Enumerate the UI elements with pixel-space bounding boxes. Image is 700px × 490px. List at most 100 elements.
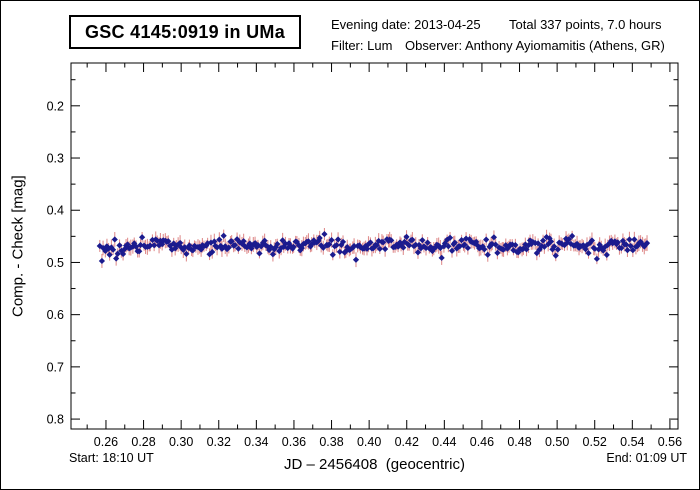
data-point-marker: [484, 251, 491, 258]
data-point-marker: [483, 236, 490, 243]
data-point-marker: [623, 241, 630, 248]
data-point-marker: [328, 236, 335, 244]
data-point-marker: [147, 242, 154, 249]
data-point-marker: [417, 245, 425, 252]
data-point-marker: [451, 239, 458, 246]
data-point-marker: [591, 245, 598, 252]
data-point-marker: [438, 254, 445, 261]
data-point-marker: [216, 236, 223, 243]
x-tick-label: 0.54: [620, 435, 644, 449]
data-point-marker: [631, 236, 638, 243]
data-point-marker: [279, 237, 286, 244]
data-point-marker: [541, 243, 548, 250]
data-point-marker: [419, 237, 426, 244]
data-point-marker: [412, 241, 419, 248]
data-point-marker: [406, 242, 413, 249]
data-point-marker: [523, 246, 530, 253]
data-point-marker: [595, 246, 602, 253]
data-point-marker: [414, 249, 422, 256]
data-point-marker: [538, 243, 545, 250]
data-point-marker: [624, 246, 631, 254]
data-point-marker: [509, 241, 516, 248]
data-point-marker: [98, 257, 106, 265]
data-point-marker: [432, 244, 439, 251]
data-point-marker: [136, 248, 143, 255]
data-point-marker: [388, 237, 395, 244]
data-point-marker: [529, 238, 536, 246]
data-point-marker: [350, 242, 358, 250]
data-point-marker: [547, 238, 555, 245]
x-tick-label: 0.42: [395, 435, 419, 449]
data-point-marker: [444, 236, 451, 243]
x-tick-label: 0.38: [319, 435, 343, 449]
data-point-marker: [619, 237, 627, 244]
data-point-marker: [440, 243, 447, 250]
object-title-box: GSC 4145:0919 in UMa: [69, 15, 301, 49]
data-point-marker: [262, 242, 269, 249]
x-tick-label: 0.40: [357, 435, 381, 449]
data-point-marker: [380, 239, 387, 246]
data-point-marker: [254, 241, 262, 249]
data-point-marker: [373, 242, 380, 249]
end-time-label: End: 01:09 UT: [606, 451, 687, 465]
data-point-marker: [626, 236, 633, 243]
data-point-marker: [382, 245, 389, 253]
data-point-marker: [297, 247, 304, 254]
data-point-marker: [415, 241, 423, 249]
data-point-marker: [490, 234, 498, 241]
data-point-marker: [473, 238, 480, 245]
data-point-marker: [151, 242, 158, 249]
data-point-marker: [274, 240, 281, 248]
data-point-marker: [464, 244, 471, 252]
data-point-marker: [287, 242, 294, 249]
data-point-marker: [614, 239, 621, 246]
x-tick-label: 0.56: [658, 435, 682, 449]
data-point-marker: [627, 242, 634, 250]
data-point-marker: [409, 236, 416, 243]
data-point-marker: [552, 252, 559, 259]
start-time-label: Start: 18:10 UT: [69, 451, 154, 465]
data-point-marker: [593, 255, 600, 262]
data-point-marker: [565, 236, 572, 243]
x-tick-label: 0.30: [169, 435, 193, 449]
observer-label: Observer: Anthony Ayiomamitis (Athens, G…: [405, 38, 665, 53]
axis-ticks: [71, 63, 678, 429]
data-point-marker: [116, 242, 123, 249]
data-point-marker: [564, 239, 571, 246]
data-point-marker: [398, 241, 405, 248]
data-point-marker: [391, 243, 399, 251]
object-title: GSC 4145:0919 in UMa: [84, 21, 286, 42]
data-point-marker: [629, 247, 636, 254]
data-point-marker: [305, 238, 312, 245]
data-point-marker: [400, 244, 407, 251]
data-point-marker: [481, 246, 488, 253]
y-tick-label: 0.5: [47, 256, 64, 270]
data-point-marker: [446, 234, 454, 241]
data-point-marker: [582, 246, 589, 253]
y-tick-label: 0.6: [47, 308, 64, 322]
data-point-marker: [352, 256, 360, 263]
data-point-marker: [554, 246, 561, 253]
data-point-marker: [290, 243, 297, 250]
data-point-marker: [401, 238, 408, 245]
x-tick-label: 0.46: [470, 435, 494, 449]
x-tick-label: 0.26: [94, 435, 118, 449]
x-tick-label: 0.28: [131, 435, 155, 449]
data-point-marker: [512, 241, 519, 249]
data-point-marker: [177, 239, 184, 247]
data-point-marker: [114, 250, 121, 257]
data-point-marker: [585, 250, 592, 257]
y-tick-label: 0.3: [47, 152, 64, 166]
data-point-marker: [393, 241, 400, 248]
data-point-marker: [183, 250, 190, 258]
data-point-marker: [643, 240, 651, 247]
x-tick-label: 0.32: [207, 435, 231, 449]
data-points: [96, 230, 651, 265]
data-point-marker: [539, 237, 547, 244]
data-point-marker: [336, 248, 343, 255]
data-point-marker: [365, 241, 372, 248]
data-point-marker: [334, 236, 342, 243]
data-point-marker: [403, 233, 410, 240]
data-point-marker: [551, 243, 558, 250]
